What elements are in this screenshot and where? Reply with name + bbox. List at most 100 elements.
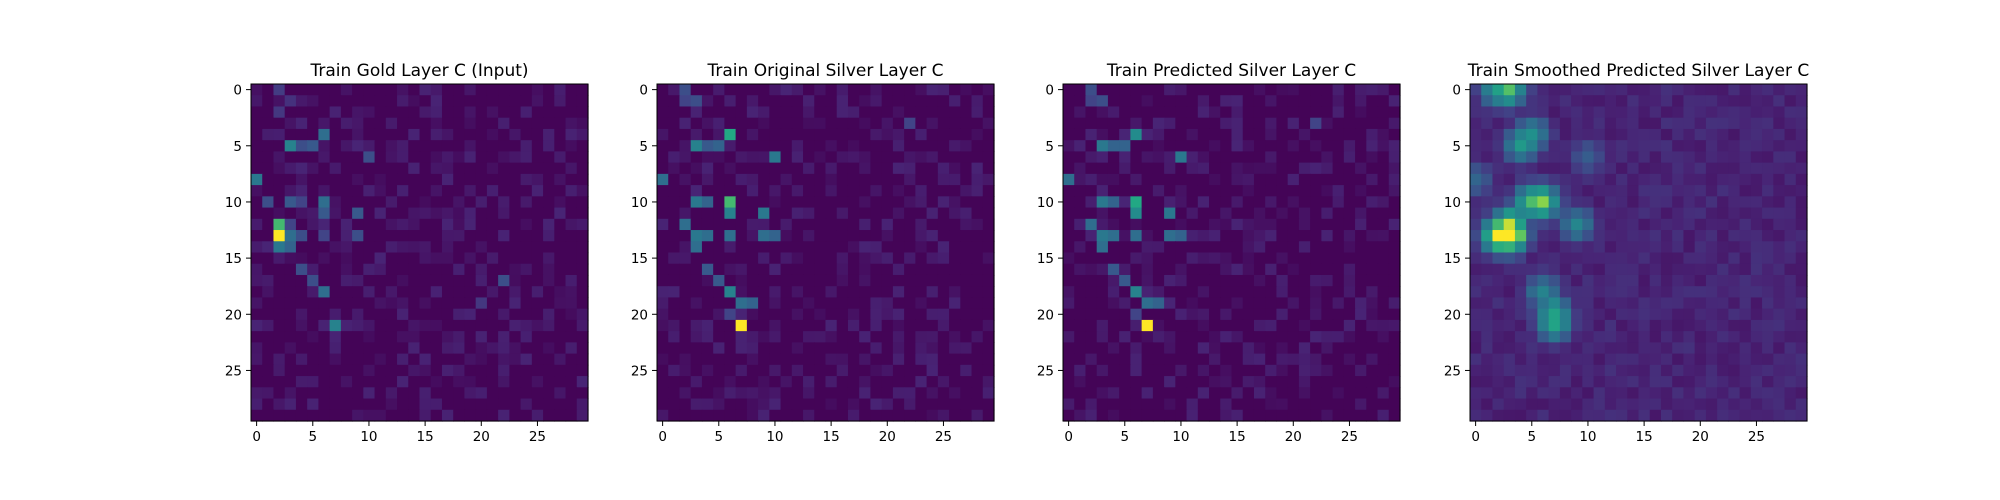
heatmap-cell [419,162,432,175]
heatmap-cell [1795,173,1808,186]
heatmap-cell [1481,196,1494,209]
heatmap-cell [1287,185,1300,197]
heatmap-cell [1683,162,1696,175]
heatmap-cell [1085,274,1098,287]
heatmap-cell [949,387,961,400]
heatmap-cell [1119,218,1131,231]
heatmap-cell [1784,364,1797,377]
heatmap-cell [329,297,342,310]
heatmap-cell [1470,84,1482,96]
heatmap-cell [791,95,804,108]
heatmap-cell [1242,409,1255,422]
heatmap-cell [273,151,286,164]
heatmap-cell [1355,409,1367,422]
heatmap-cell [464,128,477,141]
heatmap-cell [971,387,984,400]
heatmap-cell [1762,230,1774,242]
heatmap-cell [1085,286,1098,299]
heatmap-cell [679,274,692,287]
heatmap-cell [1470,252,1482,265]
heatmap-cell [1231,162,1244,175]
heatmap-cell [1130,173,1143,186]
heatmap-cell [1175,162,1188,175]
heatmap-cell [498,140,510,152]
heatmap-cell [1074,353,1087,366]
heatmap-cell [531,342,544,355]
heatmap-cell [284,274,297,287]
heatmap-cell [892,387,905,400]
heatmap-cell [1152,308,1165,321]
heatmap-cell [1355,331,1367,343]
heatmap-cell [1593,342,1606,355]
heatmap-cell [251,162,263,175]
heatmap-cell [1220,297,1233,310]
heatmap-cell [1063,252,1075,265]
heatmap-cell [1388,364,1401,377]
heatmap-cell [543,162,555,175]
heatmap-cell [1481,319,1494,332]
heatmap-cell [262,387,275,400]
heatmap-cell [1694,117,1707,130]
heatmap-cell [1672,308,1685,321]
heatmap-cell [262,286,275,299]
heatmap-cell [679,140,692,152]
heatmap-cell [441,173,454,186]
heatmap-cell [679,162,692,175]
heatmap-cell [1276,297,1289,310]
heatmap-cell [847,308,860,321]
heatmap-cell [408,241,421,254]
heatmap-cell [668,185,681,197]
heatmap-cell [1310,319,1322,332]
heatmap-cell [1593,151,1606,164]
heatmap-cell [1683,84,1696,96]
heatmap-cell [1649,241,1662,254]
heatmap-cell [385,387,398,400]
heatmap-cell [1220,342,1233,355]
heatmap-cell [1388,353,1401,366]
heatmap-cell [960,353,973,366]
heatmap-cell [1604,241,1617,254]
heatmap-cell [971,308,984,321]
heatmap-cell [1683,308,1696,321]
heatmap-cell [251,241,263,254]
heatmap-cell [273,140,286,152]
heatmap-cell [1660,319,1673,332]
heatmap-cell [576,274,589,287]
heatmap-cell [836,218,849,231]
heatmap-cell [1265,409,1278,422]
heatmap-cell [847,173,860,186]
heatmap-cell [881,106,894,119]
heatmap-cell [509,151,522,164]
heatmap-cell [1063,151,1075,164]
heatmap-cell [1085,95,1098,108]
heatmap-cell [724,241,737,254]
heatmap-cell [509,274,522,287]
heatmap-cell [397,376,409,388]
heatmap-cell [498,409,510,422]
heatmap-cell [262,319,275,332]
heatmap-cell [1795,308,1808,321]
heatmap-cell [1481,140,1494,152]
heatmap-cell [419,207,432,220]
heatmap-cell [1627,286,1640,299]
heatmap-cell [1784,353,1797,366]
heatmap-cell [690,185,703,197]
heatmap-cell [1672,84,1685,96]
heatmap-cell [1683,376,1696,388]
heatmap-cell [498,173,510,186]
heatmap-cell [486,387,499,400]
heatmap-cell [374,230,387,242]
heatmap-cell [904,319,916,332]
heatmap-cell [329,173,342,186]
heatmap-cell [374,106,387,119]
heatmap-cell [735,95,748,108]
heatmap-cell [1096,151,1109,164]
heatmap-cell [1616,218,1628,231]
heatmap-cell [1220,128,1233,141]
heatmap-cell [1287,140,1300,152]
heatmap-cell [1784,286,1797,299]
heatmap-cell [1728,106,1741,119]
heatmap-cell [668,151,681,164]
heatmap-cell [1559,297,1572,310]
heatmap-cell [374,95,387,108]
